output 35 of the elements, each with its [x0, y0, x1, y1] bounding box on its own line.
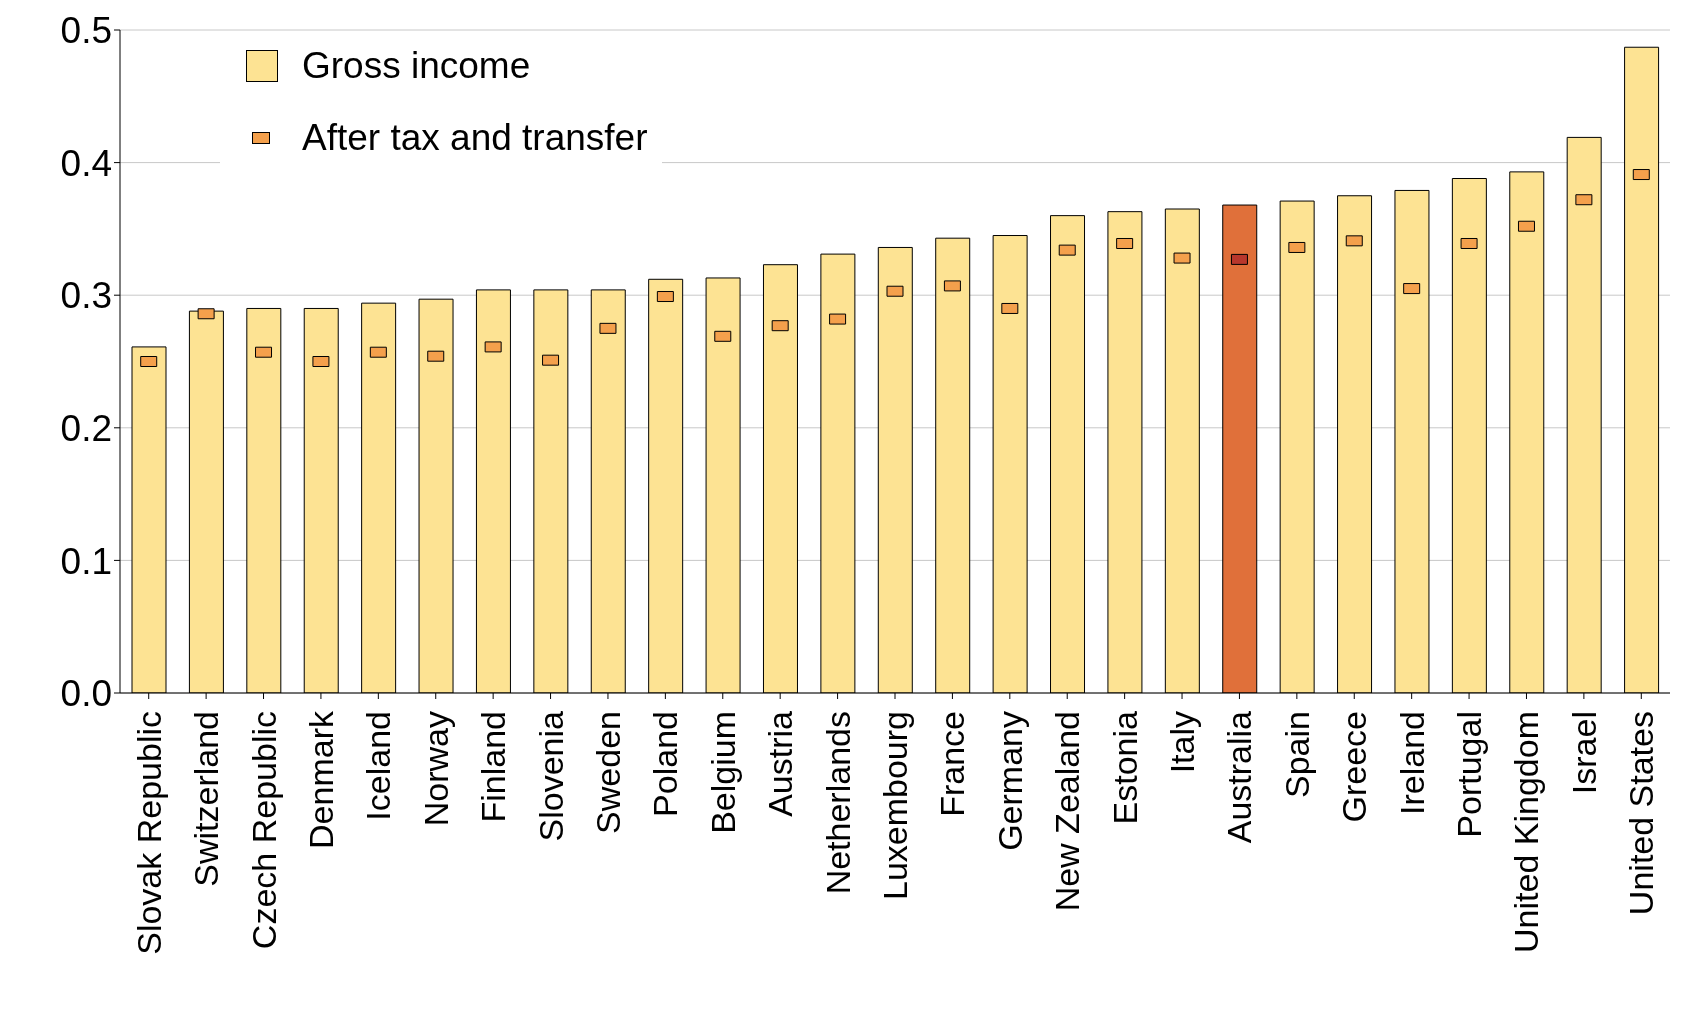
y-tick-label: 0.5 [60, 10, 112, 52]
x-tick-label: Portugal [1450, 711, 1489, 838]
x-tick-label: Israel [1564, 711, 1603, 795]
x-tick-label: Poland [646, 711, 685, 817]
x-tick-label: Spain [1277, 711, 1316, 798]
legend-label: Gross income [302, 44, 532, 88]
x-tick-label: France [933, 711, 972, 817]
x-tick-label: Czech Republic [244, 711, 283, 950]
x-tick-label: Slovenia [531, 710, 570, 842]
x-tick-label: Germany [990, 711, 1029, 851]
y-tick-label: 0.1 [60, 540, 112, 582]
y-tick-label: 0.2 [60, 407, 112, 449]
x-tick-label: Slovak Republic [129, 711, 168, 955]
x-tick-label: Norway [416, 711, 455, 827]
x-tick-label: Luxembourg [876, 711, 914, 901]
x-tick-label: United States [1622, 711, 1661, 916]
x-tick-label: United Kingdom [1507, 711, 1546, 953]
legend-label: After tax and transfer [302, 116, 648, 160]
y-tick-label: 0.0 [60, 673, 112, 715]
y-tick-label: 0.3 [60, 275, 112, 317]
y-tick-label: 0.4 [60, 142, 112, 184]
x-tick-label: Denmark [301, 710, 340, 849]
x-tick-label: Australia [1220, 710, 1259, 844]
x-tick-label: New Zealand [1048, 711, 1087, 912]
x-tick-label: Greece [1335, 711, 1374, 823]
x-tick-label: Estonia [1105, 710, 1144, 825]
x-tick-label: Iceland [359, 711, 398, 821]
x-tick-label: Switzerland [187, 711, 226, 887]
x-tick-label: Netherlands [818, 711, 857, 895]
x-tick-label: Italy [1163, 711, 1202, 774]
x-tick-label: Finland [474, 711, 513, 823]
x-tick-label: Belgium [703, 711, 742, 834]
x-tick-label: Sweden [588, 711, 627, 834]
x-tick-label: Austria [761, 710, 800, 817]
x-tick-label: Ireland [1392, 711, 1431, 815]
